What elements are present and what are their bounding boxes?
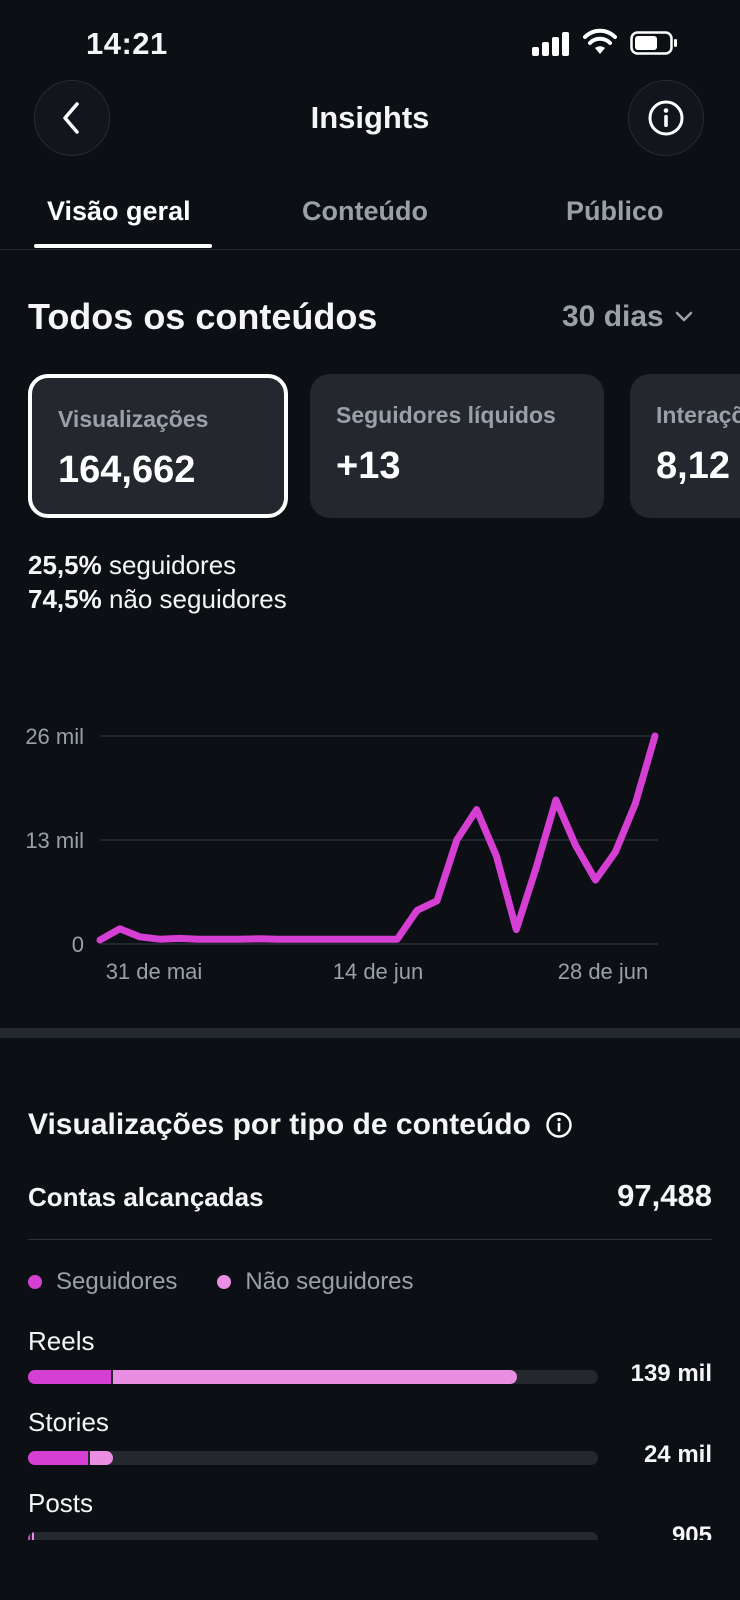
info-icon bbox=[648, 100, 684, 136]
nonfollowers-pct: 74,5% bbox=[28, 584, 102, 614]
content-type-title: Visualizações por tipo de conteúdo bbox=[28, 1108, 573, 1142]
y-tick-label: 26 mil bbox=[25, 724, 84, 749]
metric-card-interacoes[interactable]: Interações 8,12 bbox=[630, 374, 740, 518]
chevron-down-icon bbox=[675, 311, 693, 322]
content-type-value: 139 mil bbox=[630, 1360, 712, 1387]
accounts-reached-value: 97,488 bbox=[617, 1178, 712, 1213]
followers-pct: 25,5% bbox=[28, 550, 102, 580]
content-type-value: 905 bbox=[671, 1522, 712, 1540]
tab-bar: Visão geral Conteúdo Público bbox=[0, 180, 740, 250]
nonfollowers-split-label: não seguidores bbox=[101, 584, 287, 614]
accounts-reached-row: Contas alcançadas 97,488 bbox=[28, 1178, 712, 1240]
audience-split: 25,5% seguidores 74,5% não seguidores bbox=[28, 548, 287, 616]
x-tick-label: 28 de jun bbox=[558, 959, 649, 984]
metric-value: +13 bbox=[336, 445, 401, 487]
views-line-chart: 26 mil 13 mil 0 31 de mai 14 de jun 28 d… bbox=[25, 724, 659, 984]
tab-conteudo[interactable]: Conteúdo bbox=[302, 196, 428, 226]
content-type-label: Reels bbox=[28, 1326, 95, 1356]
nonfollowers-bar-segment bbox=[32, 1532, 34, 1540]
content-type-value: 24 mil bbox=[643, 1441, 712, 1468]
content-type-label: Stories bbox=[28, 1407, 109, 1437]
stacked-bar bbox=[28, 1370, 598, 1384]
metric-card-visualizacoes[interactable]: Visualizações 164,662 bbox=[28, 374, 288, 518]
chart-legend: Seguidores Não seguidores bbox=[28, 1268, 414, 1296]
legend-label: Seguidores bbox=[56, 1268, 178, 1295]
header: Insights bbox=[0, 80, 740, 160]
back-button[interactable] bbox=[34, 80, 110, 156]
legend-label: Não seguidores bbox=[245, 1268, 414, 1295]
y-tick-label: 13 mil bbox=[25, 828, 84, 853]
section-title: Todos os conteúdos bbox=[28, 296, 378, 337]
info-icon[interactable] bbox=[545, 1111, 573, 1139]
status-time: 14:21 bbox=[86, 26, 168, 61]
followers-bar-segment bbox=[28, 1370, 111, 1384]
page-title: Insights bbox=[310, 100, 430, 135]
followers-split-label: seguidores bbox=[101, 550, 237, 580]
content-type-label: Posts bbox=[28, 1488, 94, 1518]
date-range-label: 30 dias bbox=[562, 300, 664, 333]
stacked-bar bbox=[28, 1532, 598, 1540]
legend-dot bbox=[28, 1275, 42, 1289]
stacked-bar bbox=[28, 1451, 598, 1465]
status-bar: 14:21 bbox=[0, 0, 740, 80]
x-tick-label: 31 de mai bbox=[106, 959, 203, 984]
legend-item-followers: Seguidores bbox=[28, 1268, 177, 1296]
y-tick-label: 0 bbox=[72, 932, 84, 957]
active-tab-indicator bbox=[34, 244, 212, 248]
metric-value: 8,12 bbox=[656, 445, 730, 487]
x-tick-label: 14 de jun bbox=[333, 959, 424, 984]
metric-label: Seguidores líquidos bbox=[336, 402, 556, 428]
content-type-row-posts[interactable]: Posts 905 bbox=[28, 1488, 712, 1540]
legend-dot bbox=[217, 1275, 232, 1289]
content-type-title-text: Visualizações por tipo de conteúdo bbox=[28, 1108, 531, 1141]
nonfollowers-split-line: 74,5% não seguidores bbox=[28, 582, 287, 616]
metric-card-seguidores[interactable]: Seguidores líquidos +13 bbox=[310, 374, 604, 518]
metric-value: 164,662 bbox=[58, 449, 196, 491]
nonfollowers-bar-segment bbox=[89, 1451, 113, 1465]
content-type-row-stories[interactable]: Stories 24 mil bbox=[28, 1407, 712, 1483]
nonfollowers-bar-segment bbox=[112, 1370, 518, 1384]
metric-label: Visualizações bbox=[58, 406, 209, 432]
followers-split-line: 25,5% seguidores bbox=[28, 548, 287, 582]
wifi-icon bbox=[583, 28, 617, 54]
followers-bar-segment bbox=[28, 1451, 88, 1465]
accounts-reached-label: Contas alcançadas bbox=[28, 1182, 264, 1212]
legend-item-nonfollowers: Não seguidores bbox=[217, 1268, 414, 1296]
tab-publico[interactable]: Público bbox=[566, 196, 664, 226]
section-divider bbox=[0, 1028, 740, 1038]
followers-bar-segment bbox=[28, 1532, 31, 1540]
views-series-line bbox=[96, 732, 659, 944]
date-range-selector[interactable]: 30 dias bbox=[562, 300, 694, 334]
cellular-signal-icon bbox=[532, 32, 572, 56]
chevron-left-icon bbox=[63, 102, 79, 134]
info-button[interactable] bbox=[628, 80, 704, 156]
content-type-row-reels[interactable]: Reels 139 mil bbox=[28, 1326, 712, 1402]
battery-icon bbox=[630, 31, 677, 55]
tab-visao-geral[interactable]: Visão geral bbox=[47, 196, 191, 226]
metric-cards: Visualizações 164,662 Seguidores líquido… bbox=[28, 374, 740, 520]
metric-label: Interações bbox=[656, 402, 740, 428]
